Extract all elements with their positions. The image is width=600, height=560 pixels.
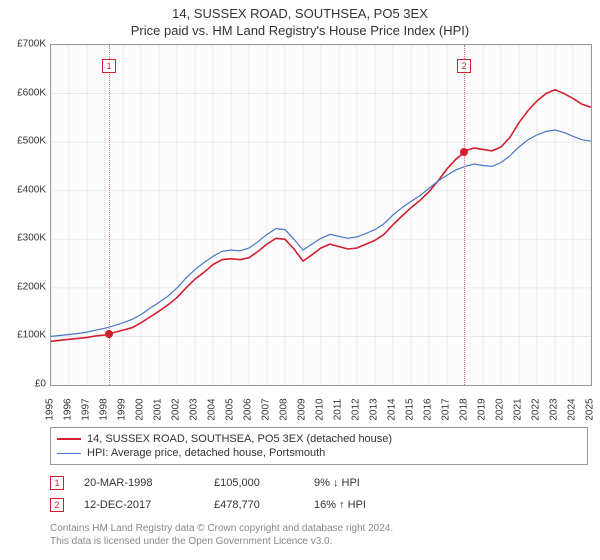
y-axis-label: £0: [2, 379, 46, 390]
sale-hpi-diff: 9% ↓ HPI: [314, 477, 404, 489]
x-axis-label: 1998: [99, 398, 110, 420]
x-axis-label: 2001: [153, 398, 164, 420]
sale-row: 1 20-MAR-1998 £105,000 9% ↓ HPI: [50, 472, 590, 494]
x-axis-label: 1999: [117, 398, 128, 420]
x-axis-label: 2010: [315, 398, 326, 420]
legend-swatch: [57, 453, 81, 454]
y-axis-label: £500K: [2, 136, 46, 147]
footer-attribution: Contains HM Land Registry data © Crown c…: [50, 522, 590, 548]
x-axis-label: 2003: [189, 398, 200, 420]
legend-label: 14, SUSSEX ROAD, SOUTHSEA, PO5 3EX (deta…: [87, 433, 392, 445]
plot-area: 12: [50, 44, 592, 386]
sale-row-marker: 2: [50, 498, 64, 512]
footer-line-1: Contains HM Land Registry data © Crown c…: [50, 522, 590, 535]
x-axis-label: 2017: [441, 398, 452, 420]
x-axis-label: 2013: [369, 398, 380, 420]
legend: 14, SUSSEX ROAD, SOUTHSEA, PO5 3EX (deta…: [50, 427, 588, 465]
x-axis-label: 2023: [549, 398, 560, 420]
legend-label: HPI: Average price, detached house, Port…: [87, 447, 325, 459]
sale-date: 20-MAR-1998: [84, 477, 194, 489]
x-axis-label: 1995: [45, 398, 56, 420]
sale-marker-box: 2: [457, 59, 471, 73]
x-axis-label: 2021: [513, 398, 524, 420]
x-axis-label: 2008: [279, 398, 290, 420]
sale-price: £478,770: [214, 499, 294, 511]
x-axis-label: 2007: [261, 398, 272, 420]
sale-date: 12-DEC-2017: [84, 499, 194, 511]
x-axis-label: 2005: [225, 398, 236, 420]
x-axis-label: 2009: [297, 398, 308, 420]
sale-row: 2 12-DEC-2017 £478,770 16% ↑ HPI: [50, 494, 590, 516]
legend-item: HPI: Average price, detached house, Port…: [57, 446, 581, 460]
sale-point-dot: [460, 148, 468, 156]
sales-table: 1 20-MAR-1998 £105,000 9% ↓ HPI 2 12-DEC-2017…: [50, 472, 590, 516]
x-axis-label: 2015: [405, 398, 416, 420]
y-axis-label: £400K: [2, 184, 46, 195]
y-axis-label: £300K: [2, 233, 46, 244]
y-axis-label: £100K: [2, 330, 46, 341]
y-axis-label: £700K: [2, 39, 46, 50]
x-axis-label: 2022: [531, 398, 542, 420]
x-axis-label: 2019: [477, 398, 488, 420]
x-axis-label: 2004: [207, 398, 218, 420]
y-axis-label: £600K: [2, 87, 46, 98]
sale-marker-line: [464, 45, 465, 385]
x-axis-label: 2006: [243, 398, 254, 420]
x-axis-label: 2002: [171, 398, 182, 420]
chart-container: 14, SUSSEX ROAD, SOUTHSEA, PO5 3EX Price…: [0, 0, 600, 560]
footer-line-2: This data is licensed under the Open Gov…: [50, 535, 590, 548]
x-axis-label: 2016: [423, 398, 434, 420]
x-axis-label: 1997: [81, 398, 92, 420]
title-subtitle: Price paid vs. HM Land Registry's House …: [0, 21, 600, 38]
x-axis-label: 2020: [495, 398, 506, 420]
title-address: 14, SUSSEX ROAD, SOUTHSEA, PO5 3EX: [0, 0, 600, 21]
sale-row-marker: 1: [50, 476, 64, 490]
chart-svg: [51, 45, 591, 385]
legend-item: 14, SUSSEX ROAD, SOUTHSEA, PO5 3EX (deta…: [57, 432, 581, 446]
legend-swatch: [57, 438, 81, 440]
x-axis-label: 1996: [63, 398, 74, 420]
y-axis-label: £200K: [2, 281, 46, 292]
x-axis-label: 2011: [333, 399, 344, 421]
x-axis-label: 2024: [567, 398, 578, 420]
x-axis-label: 2014: [387, 398, 398, 420]
sale-price: £105,000: [214, 477, 294, 489]
x-axis-label: 2000: [135, 398, 146, 420]
x-axis-label: 2012: [351, 398, 362, 420]
sale-marker-box: 1: [102, 59, 116, 73]
x-axis-label: 2018: [459, 398, 470, 420]
sale-hpi-diff: 16% ↑ HPI: [314, 499, 404, 511]
x-axis-label: 2025: [585, 398, 596, 420]
sale-point-dot: [105, 330, 113, 338]
